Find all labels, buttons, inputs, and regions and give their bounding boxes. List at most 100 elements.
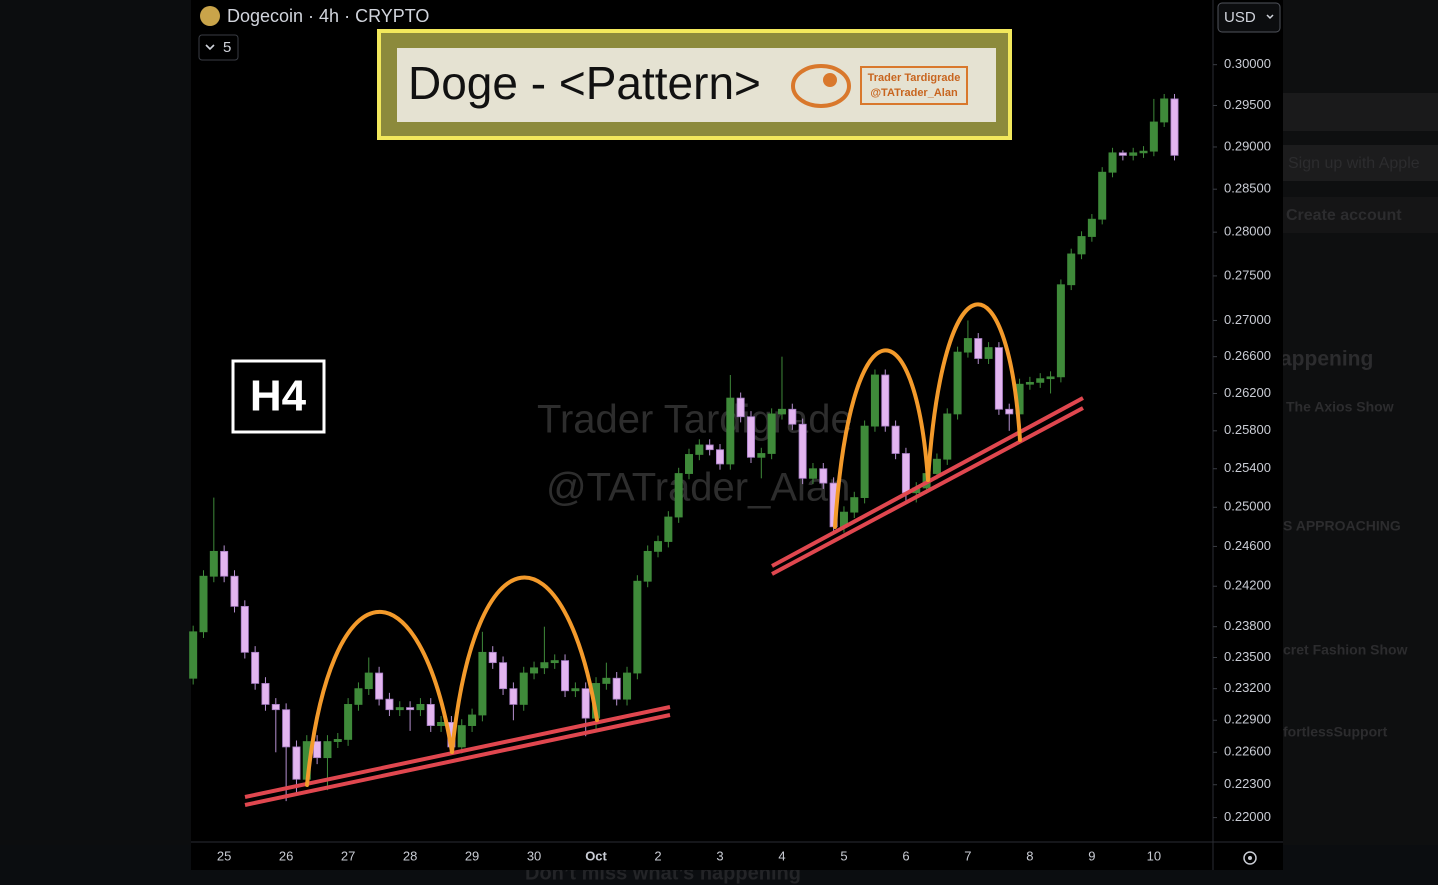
- arc: [305, 609, 454, 787]
- x-tick-label: 29: [465, 848, 479, 863]
- candle-body: [550, 660, 559, 664]
- trend-item: S APPROACHING: [1283, 518, 1401, 534]
- arc: [926, 302, 1022, 482]
- logo-eye: [823, 73, 837, 87]
- candle-body: [777, 408, 786, 415]
- candle-body: [881, 374, 890, 427]
- candle-body: [715, 449, 724, 465]
- side-page: [1283, 0, 1438, 885]
- candle-body: [344, 704, 353, 740]
- candle-body: [726, 397, 735, 465]
- arc: [833, 348, 930, 529]
- candle-body: [1067, 253, 1076, 286]
- candle-body: [261, 683, 270, 705]
- y-tick-label: 0.22300: [1224, 776, 1271, 791]
- logo: [791, 64, 851, 108]
- banner-title: Doge - <Pattern>: [408, 57, 761, 109]
- candle-body: [561, 660, 570, 692]
- candle-body: [943, 413, 952, 460]
- candle-body: [963, 338, 972, 353]
- candle-body: [209, 550, 218, 577]
- x-tick-label: 2: [654, 848, 661, 863]
- candle-body: [602, 677, 611, 684]
- y-tick-label: 0.23800: [1224, 618, 1271, 633]
- candle-body: [1160, 98, 1169, 123]
- candles: [189, 93, 1179, 802]
- trendline: [771, 406, 1084, 576]
- candle-body: [757, 453, 766, 458]
- timeframe: H4: [250, 372, 307, 421]
- x-tick-label: 25: [217, 848, 231, 863]
- candle-body: [953, 351, 962, 415]
- candle-body: [664, 516, 673, 542]
- trendline: [771, 396, 1084, 568]
- currency-select[interactable]: [1217, 2, 1281, 33]
- candle-body: [1118, 152, 1127, 156]
- candle-body: [870, 374, 879, 427]
- coin-icon: [200, 6, 220, 26]
- apple-button: [1283, 145, 1438, 181]
- candle-body: [220, 550, 229, 577]
- candle-body: [891, 425, 900, 454]
- candle-body: [251, 651, 260, 684]
- candle-body: [385, 698, 394, 711]
- y-tick-label: 0.27000: [1224, 312, 1271, 327]
- arcs: [305, 302, 1022, 787]
- candle-body: [1139, 150, 1148, 154]
- candle-body: [333, 739, 342, 742]
- candle-body: [313, 741, 322, 759]
- candle-body: [654, 541, 663, 552]
- candle-body: [674, 473, 683, 518]
- arc: [450, 575, 599, 754]
- candle-body: [1077, 236, 1086, 255]
- candle-body: [581, 688, 590, 719]
- candle-body: [788, 408, 797, 425]
- chevron: [1266, 14, 1274, 20]
- candle-body: [292, 746, 301, 780]
- candle-body: [395, 707, 404, 711]
- x-tick-label: 8: [1026, 848, 1033, 863]
- candle-body: [519, 672, 528, 705]
- x-tick-label: 7: [964, 848, 971, 863]
- trend-item: cret Fashion Show: [1283, 642, 1408, 658]
- candle-body: [364, 672, 373, 690]
- x-tick-label: 5: [840, 848, 847, 863]
- x-tick-label: 6: [902, 848, 909, 863]
- candle-body: [375, 672, 384, 700]
- candle-body: [416, 704, 425, 711]
- y-tick-label: 0.26600: [1224, 348, 1271, 363]
- indicator-toggle[interactable]: [198, 34, 239, 61]
- y-tick-label: 0.29000: [1224, 138, 1271, 153]
- badge: [860, 66, 968, 105]
- badge-text: Trader Tardigrade: [868, 72, 961, 84]
- y-tick-label: 0.23200: [1224, 680, 1271, 695]
- x-tick-label: 10: [1147, 848, 1161, 863]
- section-title: appening: [1280, 348, 1373, 371]
- candle-body: [530, 667, 539, 674]
- candle-body: [685, 454, 694, 474]
- candle-body: [1056, 284, 1065, 378]
- settings-icon[interactable]: [1243, 851, 1257, 865]
- candle-body: [1108, 152, 1117, 173]
- candle-body: [1149, 121, 1158, 152]
- candle-body: [540, 662, 549, 669]
- candle-body: [437, 721, 446, 726]
- candle-body: [189, 631, 198, 679]
- candle-body: [323, 741, 332, 759]
- x-tick-label: 30: [527, 848, 541, 863]
- candle-body: [1046, 376, 1055, 380]
- y-tick-label: 0.25800: [1224, 422, 1271, 437]
- y-tick-label: 0.30000: [1224, 56, 1271, 71]
- settings-icon-dot: [1248, 856, 1252, 860]
- y-tick-label: 0.29500: [1224, 97, 1271, 112]
- x-tick-label: Oct: [585, 848, 607, 863]
- y-tick-label: 0.26200: [1224, 385, 1271, 400]
- y-tick-label: 0.24600: [1224, 538, 1271, 553]
- candle-body: [478, 651, 487, 716]
- candle-body: [509, 688, 518, 705]
- candle-body: [767, 413, 776, 454]
- candle-body: [1129, 152, 1138, 156]
- candle-body: [1087, 218, 1096, 237]
- candle-body: [1036, 378, 1045, 383]
